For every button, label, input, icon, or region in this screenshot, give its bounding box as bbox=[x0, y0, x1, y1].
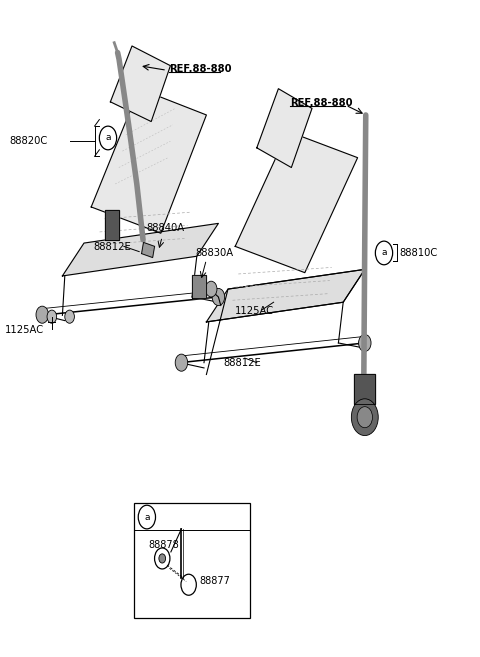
Text: 88878: 88878 bbox=[149, 540, 180, 551]
Polygon shape bbox=[192, 275, 206, 298]
Text: 88840A: 88840A bbox=[146, 223, 184, 233]
Circle shape bbox=[357, 407, 372, 428]
Circle shape bbox=[212, 288, 225, 306]
Text: a: a bbox=[381, 248, 387, 258]
Polygon shape bbox=[142, 242, 155, 258]
Polygon shape bbox=[62, 223, 218, 276]
Polygon shape bbox=[354, 374, 375, 404]
Text: 88812E: 88812E bbox=[94, 242, 132, 252]
Text: 88812E: 88812E bbox=[223, 357, 261, 368]
Polygon shape bbox=[257, 89, 312, 168]
Circle shape bbox=[159, 554, 166, 563]
Text: 88820C: 88820C bbox=[10, 136, 48, 147]
Bar bbox=[134, 503, 250, 618]
Circle shape bbox=[36, 306, 48, 323]
Polygon shape bbox=[110, 46, 170, 122]
Circle shape bbox=[351, 399, 378, 436]
Text: REF.88-880: REF.88-880 bbox=[169, 64, 232, 74]
Text: 1125AC: 1125AC bbox=[5, 325, 44, 335]
Circle shape bbox=[359, 334, 371, 351]
Text: a: a bbox=[105, 133, 111, 143]
Polygon shape bbox=[91, 89, 206, 233]
Text: 88877: 88877 bbox=[199, 576, 230, 587]
Polygon shape bbox=[235, 131, 358, 273]
Circle shape bbox=[65, 310, 74, 323]
Text: REF.88-880: REF.88-880 bbox=[290, 98, 353, 108]
Circle shape bbox=[175, 354, 188, 371]
Text: 88830A: 88830A bbox=[196, 248, 234, 258]
Polygon shape bbox=[105, 210, 119, 240]
Text: 88810C: 88810C bbox=[400, 248, 438, 258]
Polygon shape bbox=[206, 269, 365, 322]
Circle shape bbox=[47, 310, 57, 323]
Circle shape bbox=[205, 281, 217, 297]
Text: a: a bbox=[144, 512, 150, 522]
Text: 1125AC: 1125AC bbox=[235, 306, 275, 316]
